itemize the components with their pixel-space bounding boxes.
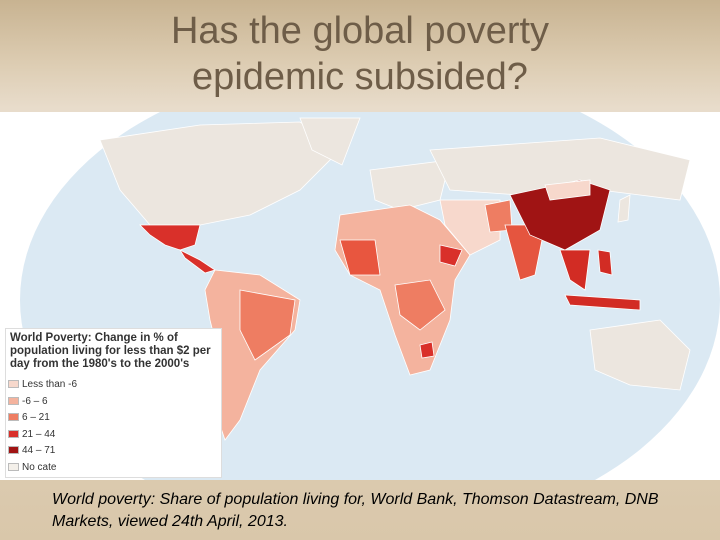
legend-item: -6 – 6: [8, 396, 48, 410]
legend-item: Less than -6: [8, 379, 77, 393]
land-colored: [139, 179, 641, 441]
legend-label: 6 – 21: [22, 412, 50, 423]
legend-label: -6 – 6: [22, 395, 48, 407]
legend-swatch: [8, 413, 19, 422]
legend-label: Less than -6: [22, 379, 78, 390]
caption: World poverty: Share of population livin…: [52, 491, 659, 530]
legend-label: 44 – 71: [22, 445, 56, 456]
land-no-change: [99, 117, 691, 391]
legend-swatch: [8, 446, 19, 455]
legend-swatch: [8, 380, 19, 389]
slide-title: Has the global poverty epidemic subsided…: [170, 10, 550, 98]
legend-item: No cate: [8, 462, 56, 476]
legend-label: No cate: [22, 461, 57, 473]
legend-swatch: [8, 462, 19, 471]
legend-item: 21 – 44: [8, 429, 55, 443]
legend-item: 44 – 71: [8, 445, 55, 459]
legend-swatch: [8, 396, 19, 405]
legend-title: World Poverty: Change in % of population…: [10, 332, 211, 370]
legend: World Poverty: Change in % of population…: [5, 328, 222, 478]
legend-item: 6 – 21: [8, 412, 50, 426]
legend-swatch: [8, 429, 19, 438]
legend-label: 21 – 44: [22, 428, 56, 440]
